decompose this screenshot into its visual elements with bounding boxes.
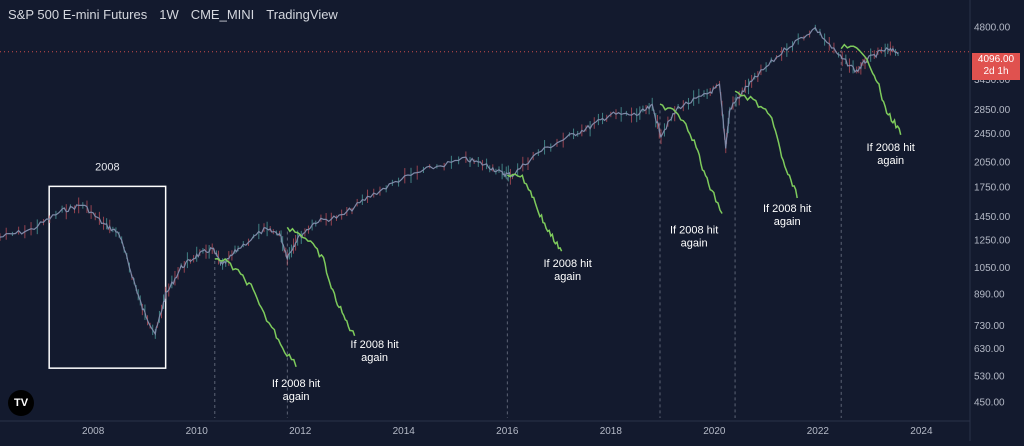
price-series-line (0, 26, 899, 336)
scenario-label: again (877, 155, 904, 167)
x-tick-label: 2020 (703, 426, 726, 437)
y-tick-label: 890.00 (974, 289, 1005, 300)
y-tick-label: 450.00 (974, 397, 1005, 408)
y-tick-label: 530.00 (974, 371, 1005, 382)
scenario-drop-line (734, 90, 798, 199)
y-tick-label: 1450.00 (974, 212, 1011, 223)
current-price-tag: 4096.00 2d 1h (972, 53, 1020, 80)
scenario-drop-line (659, 103, 723, 214)
scenario-label: again (774, 216, 801, 228)
scenario-label: again (681, 237, 708, 249)
y-tick-label: 3450.00 (974, 75, 1011, 86)
y-tick-label: 2450.00 (974, 129, 1011, 140)
scenario-drop-line (840, 43, 902, 135)
highlight-box-2008 (48, 185, 167, 369)
y-tick-label: 1250.00 (974, 236, 1011, 247)
scenario-label: If 2008 hit (350, 339, 398, 351)
current-price-value: 4096.00 (977, 54, 1015, 65)
bar-countdown: 2d 1h (983, 66, 1009, 77)
y-tick-label: 2850.00 (974, 105, 1011, 116)
y-tick-label: 2050.00 (974, 157, 1011, 168)
scenario-label: again (554, 271, 581, 283)
x-tick-label: 2012 (289, 426, 312, 437)
scenario-drop-line (286, 226, 356, 337)
y-tick-label: 1750.00 (974, 182, 1011, 193)
x-tick-label: 2022 (807, 426, 830, 437)
chart-header: S&P 500 E-mini Futures 1W CME_MINI TradingV… (8, 7, 350, 22)
x-tick-label: 2014 (393, 426, 416, 437)
exchange-label: CME_MINI (190, 7, 255, 22)
interval-label[interactable]: 1W (159, 7, 179, 22)
x-tick-label: 2010 (186, 426, 209, 437)
scenario-label: If 2008 hit (543, 258, 591, 270)
x-tick-label: 2024 (910, 426, 933, 437)
tradingview-logo-icon[interactable]: TV (8, 390, 34, 416)
x-tick-label: 2016 (496, 426, 519, 437)
scenario-label: If 2008 hit (670, 224, 718, 236)
y-tick-label: 630.00 (974, 344, 1005, 355)
scenario-label: If 2008 hit (867, 142, 915, 154)
scenario-label: again (283, 391, 310, 403)
scenario-drop-line (506, 173, 563, 252)
y-tick-label: 4800.00 (974, 23, 1011, 34)
scenario-label: If 2008 hit (272, 378, 320, 390)
x-tick-label: 2018 (600, 426, 623, 437)
y-tick-label: 1050.00 (974, 263, 1011, 274)
scenario-drop-line (214, 257, 297, 368)
symbol-name[interactable]: S&P 500 E-mini Futures (8, 7, 148, 22)
scenario-label: again (361, 352, 388, 364)
highlight-box-label: 2008 (95, 161, 119, 173)
x-tick-label: 2008 (82, 426, 105, 437)
y-tick-label: 730.00 (974, 321, 1005, 332)
scenario-label: If 2008 hit (763, 203, 811, 215)
source-label: TradingView (266, 7, 338, 22)
